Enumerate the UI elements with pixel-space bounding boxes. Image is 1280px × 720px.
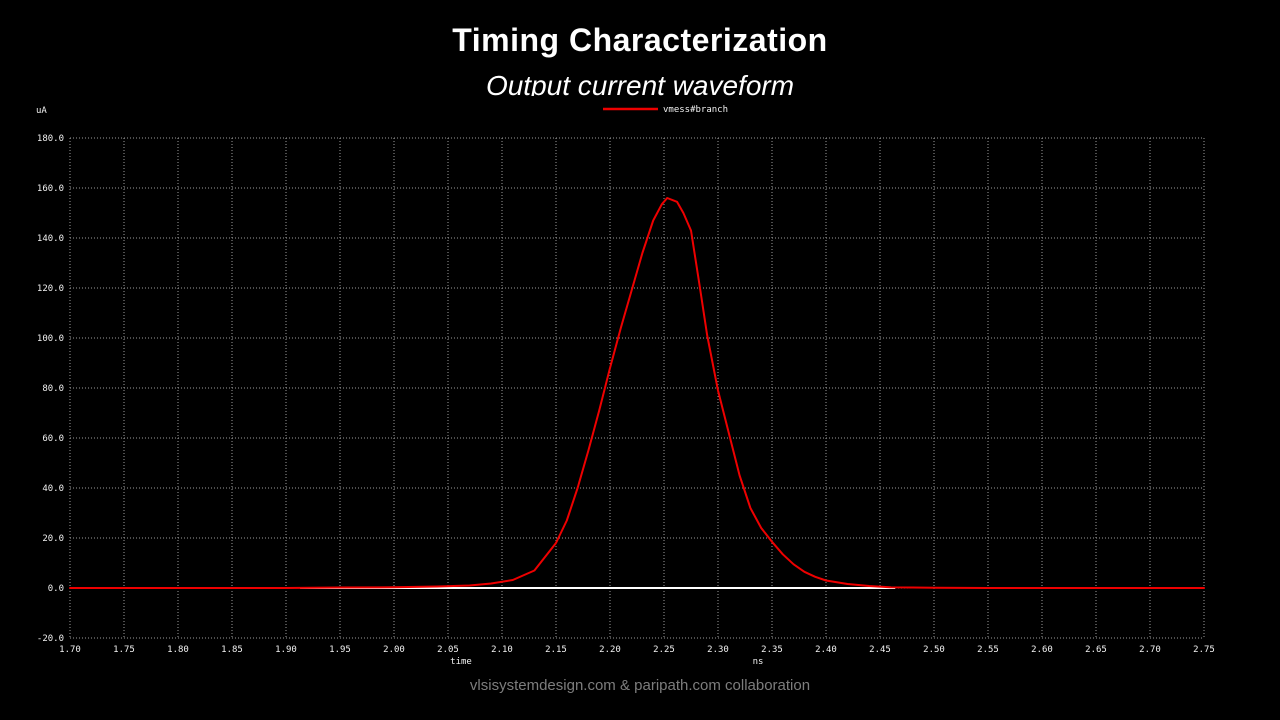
svg-text:100.0: 100.0: [37, 334, 64, 344]
svg-text:2.70: 2.70: [1139, 645, 1161, 655]
svg-text:2.10: 2.10: [491, 645, 513, 655]
svg-text:2.50: 2.50: [923, 645, 945, 655]
svg-text:2.45: 2.45: [869, 645, 891, 655]
x-axis-tick-labels: 1.70 1.75 1.80 1.85 1.90 1.95 2.00 2.05 2.10 2.15…: [59, 645, 1215, 655]
svg-text:-20.0: -20.0: [37, 634, 64, 644]
svg-text:2.30: 2.30: [707, 645, 729, 655]
legend-series-label: vmess#branch: [663, 105, 728, 115]
svg-text:1.95: 1.95: [329, 645, 351, 655]
svg-text:1.75: 1.75: [113, 645, 135, 655]
svg-text:60.0: 60.0: [42, 434, 64, 444]
legend: vmess#branch: [603, 105, 728, 115]
svg-text:1.90: 1.90: [275, 645, 297, 655]
x-axis-title-label: time: [450, 657, 472, 667]
svg-text:1.80: 1.80: [167, 645, 189, 655]
svg-text:1.85: 1.85: [221, 645, 243, 655]
svg-text:2.35: 2.35: [761, 645, 783, 655]
svg-text:2.15: 2.15: [545, 645, 567, 655]
waveform-trace: [69, 197, 1205, 589]
svg-text:40.0: 40.0: [42, 484, 64, 494]
svg-text:2.40: 2.40: [815, 645, 837, 655]
y-axis-unit-label: uA: [36, 106, 47, 116]
svg-text:2.00: 2.00: [383, 645, 405, 655]
svg-text:160.0: 160.0: [37, 184, 64, 194]
svg-text:2.55: 2.55: [977, 645, 999, 655]
svg-text:80.0: 80.0: [42, 384, 64, 394]
svg-text:2.20: 2.20: [599, 645, 621, 655]
svg-text:2.25: 2.25: [653, 645, 675, 655]
slide-footer: vlsisystemdesign.com & paripath.com coll…: [469, 677, 811, 694]
plot-grid: [69, 137, 1205, 639]
svg-text:140.0: 140.0: [37, 234, 64, 244]
svg-text:1.70: 1.70: [59, 645, 81, 655]
y-axis-tick-labels: 180.0 160.0 140.0 120.0 100.0 80.0 60.0 40.0 20.…: [37, 134, 64, 644]
svg-text:2.60: 2.60: [1031, 645, 1053, 655]
svg-text:20.0: 20.0: [42, 534, 64, 544]
svg-text:120.0: 120.0: [37, 284, 64, 294]
svg-text:2.65: 2.65: [1085, 645, 1107, 655]
svg-text:2.75: 2.75: [1193, 645, 1215, 655]
waveform-plot: 180.0 160.0 140.0 120.0 100.0 80.0 60.0 40.0 20.…: [36, 105, 1215, 667]
x-axis-unit-label: ns: [753, 657, 764, 667]
svg-text:2.05: 2.05: [437, 645, 459, 655]
slide-subtitle: Output current waveform: [485, 70, 795, 101]
svg-text:180.0: 180.0: [37, 134, 64, 144]
slide-title: Timing Characterization: [452, 22, 828, 58]
waveform-chart-panel: 180.0 160.0 140.0 120.0 100.0 80.0 60.0 40.0 20.…: [0, 96, 1280, 672]
svg-text:0.0: 0.0: [48, 584, 64, 594]
